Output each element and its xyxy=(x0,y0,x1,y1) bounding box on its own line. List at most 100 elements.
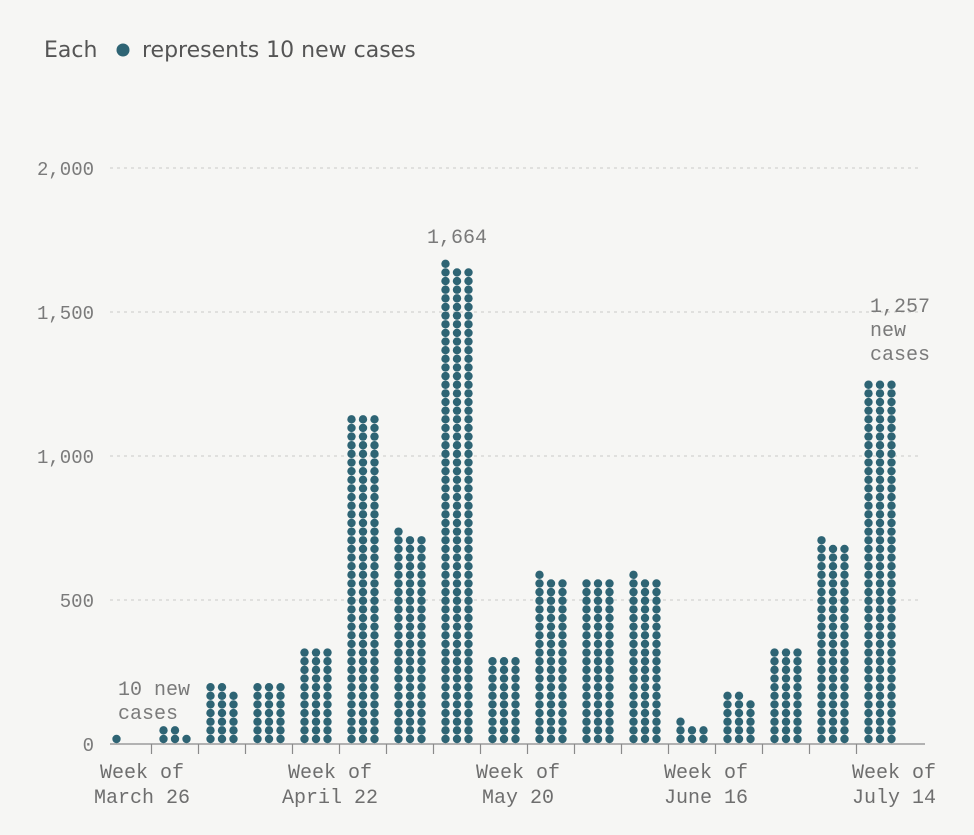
case-dot xyxy=(441,518,450,528)
case-dot xyxy=(558,674,567,683)
case-dot xyxy=(452,458,462,467)
case-dot xyxy=(452,441,462,450)
case-dot xyxy=(746,700,755,709)
case-dot xyxy=(864,596,873,605)
case-dot xyxy=(652,665,661,675)
case-dot xyxy=(582,648,591,657)
y-tick-label: 1,500 xyxy=(37,303,94,325)
case-dot xyxy=(464,553,473,562)
case-dot xyxy=(828,587,838,597)
case-dot xyxy=(394,691,403,700)
legend-suffix: represents 10 new cases xyxy=(142,38,416,63)
case-dot xyxy=(593,734,603,744)
case-dot xyxy=(264,734,274,744)
case-dot xyxy=(875,691,885,700)
case-dot xyxy=(629,665,638,675)
case-dot xyxy=(887,380,896,389)
case-dot xyxy=(864,639,873,649)
case-dot xyxy=(511,674,520,683)
case-dot xyxy=(840,726,849,735)
case-dot xyxy=(452,691,462,700)
case-dot xyxy=(864,423,873,433)
case-dot xyxy=(464,691,473,700)
case-dot xyxy=(875,717,885,726)
case-dot xyxy=(311,665,321,675)
case-dot xyxy=(452,544,462,554)
case-dot xyxy=(535,674,544,683)
case-dot xyxy=(817,536,826,545)
case-dot xyxy=(452,449,462,459)
case-dot xyxy=(652,657,661,666)
case-dot xyxy=(441,492,450,502)
case-dot xyxy=(793,726,802,735)
case-dot xyxy=(629,717,638,726)
case-dot xyxy=(452,501,462,510)
case-dot xyxy=(817,734,826,744)
case-dot xyxy=(347,682,356,692)
case-dot xyxy=(864,622,873,631)
case-dot xyxy=(781,682,791,692)
case-dot xyxy=(300,717,309,726)
x-tick-label-line2: June 16 xyxy=(664,787,748,810)
case-dot xyxy=(864,475,873,484)
case-dot xyxy=(394,657,403,666)
case-dot xyxy=(781,674,791,683)
case-dot xyxy=(640,717,650,726)
case-dot xyxy=(770,700,779,709)
y-tick-label: 500 xyxy=(60,591,94,613)
case-dot xyxy=(323,682,332,692)
case-dot xyxy=(300,726,309,735)
case-dot xyxy=(676,717,685,726)
case-dot xyxy=(394,682,403,692)
case-dot xyxy=(405,717,415,726)
case-dot xyxy=(464,346,473,355)
case-dot xyxy=(394,553,403,562)
case-dot xyxy=(640,674,650,683)
case-dot xyxy=(300,648,309,657)
case-dot xyxy=(206,726,215,735)
case-dot xyxy=(535,700,544,709)
case-dot xyxy=(864,682,873,692)
case-dot xyxy=(864,501,873,510)
case-dot xyxy=(840,622,849,631)
case-dot xyxy=(358,587,368,597)
case-dot xyxy=(417,717,426,726)
case-dot xyxy=(605,734,614,744)
case-dot xyxy=(405,613,415,623)
case-dot xyxy=(875,579,885,588)
case-dot xyxy=(276,734,285,744)
case-dot xyxy=(464,536,473,545)
y-tick-label: 1,000 xyxy=(37,447,94,469)
case-dot xyxy=(405,708,415,718)
case-dot xyxy=(629,700,638,709)
case-dot xyxy=(358,510,368,519)
case-dot xyxy=(394,613,403,623)
case-dot xyxy=(370,596,379,605)
case-dot xyxy=(347,639,356,649)
case-dot xyxy=(229,726,238,735)
case-dot xyxy=(640,639,650,649)
case-dot xyxy=(582,674,591,683)
case-dot xyxy=(605,579,614,588)
case-dot xyxy=(828,605,838,614)
annotation-text: 1,664 xyxy=(427,227,487,250)
case-dot xyxy=(817,717,826,726)
case-dot xyxy=(770,665,779,675)
case-dot xyxy=(452,302,462,312)
case-dot xyxy=(264,691,274,700)
case-dot xyxy=(875,406,885,415)
case-dot xyxy=(582,708,591,718)
case-dot xyxy=(793,734,802,744)
case-dot xyxy=(452,285,462,294)
case-dot xyxy=(464,674,473,683)
case-dot xyxy=(347,631,356,640)
case-dot xyxy=(887,682,896,692)
case-dot xyxy=(417,562,426,571)
case-dot xyxy=(875,475,885,484)
case-dot xyxy=(300,665,309,675)
case-dot xyxy=(358,492,368,502)
case-dot xyxy=(347,518,356,528)
case-dot xyxy=(864,536,873,545)
case-dot xyxy=(864,657,873,666)
case-dot xyxy=(441,302,450,312)
